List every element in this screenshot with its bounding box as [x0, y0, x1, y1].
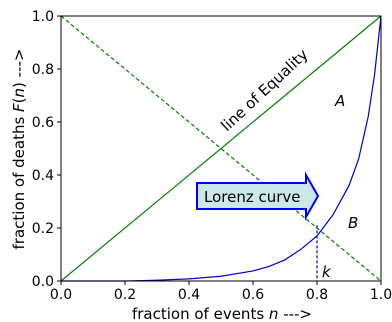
y-axis-label-suffix: ) ---> [10, 49, 28, 88]
region-b-label: B [348, 214, 358, 232]
x-tick-label: 0.2 [114, 287, 136, 303]
y-axis-label: fraction of deaths F(n) ---> [10, 49, 28, 250]
x-tick-label: 0.6 [242, 287, 264, 303]
y-tick-label: 0.6 [32, 115, 54, 131]
y-tick-label: 0.2 [32, 221, 54, 237]
y-tick-label: 0.8 [32, 62, 54, 78]
chart-marks: 0.0 0.2 0.4 0.6 0.8 1.00.00.20.40.60.81.0 [32, 9, 392, 303]
lorenz-curve-callout: Lorenz curve [197, 175, 318, 217]
x-tick-label: 0.4 [178, 287, 200, 303]
y-tick-label: 0.0 [32, 274, 54, 290]
x-tick-label: 1.0 [370, 287, 392, 303]
x-axis-label-suffix: ---> [278, 305, 312, 322]
x-axis-label: fraction of events n ---> [132, 305, 312, 322]
x-axis-label-var: n [269, 305, 279, 322]
x-axis-label-prefix: fraction of events [132, 305, 269, 322]
x-tick-label: 0.8 [306, 287, 328, 303]
equality-line-label: line of Equality [217, 45, 311, 135]
region-a-label: A [334, 92, 345, 110]
lorenz-curve-label: Lorenz curve [204, 188, 301, 206]
y-tick-label: 0.4 [32, 168, 54, 184]
y-tick-label: 1.0 [32, 9, 54, 25]
y-axis-label-prefix: fraction of deaths [10, 112, 28, 250]
k-label: k [322, 263, 332, 281]
y-axis-label-var2: n [10, 88, 28, 98]
